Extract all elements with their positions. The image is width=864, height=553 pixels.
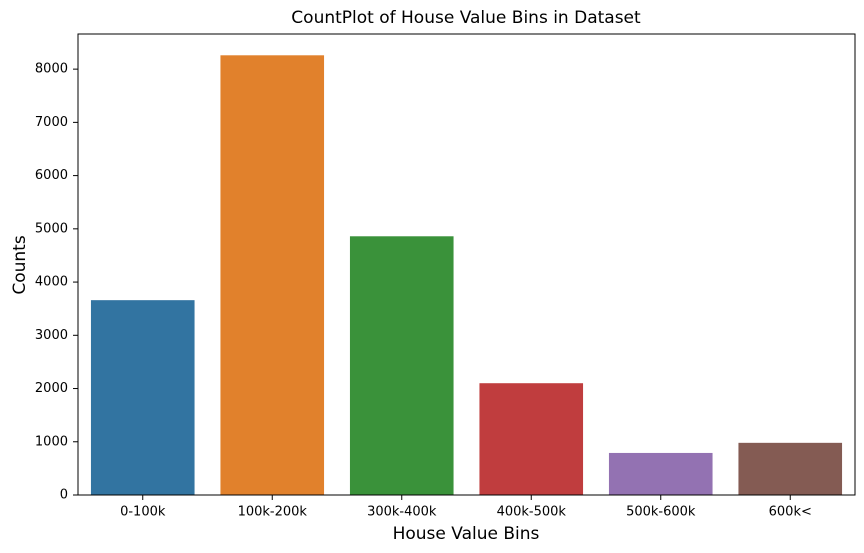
y-tick-label: 7000 xyxy=(35,115,68,130)
y-axis-label: Counts xyxy=(10,235,30,294)
bar xyxy=(349,236,454,495)
y-tick-label: 5000 xyxy=(35,221,68,236)
bar xyxy=(90,300,195,495)
bar xyxy=(608,452,713,495)
x-tick-label: 100k-200k xyxy=(238,505,308,520)
y-tick-label: 2000 xyxy=(35,381,68,396)
plot-frame xyxy=(77,33,856,496)
x-tick-label: 500k-600k xyxy=(626,505,696,520)
bar xyxy=(479,383,584,495)
x-axis-label: House Value Bins xyxy=(393,524,540,544)
bar xyxy=(220,55,325,495)
x-tick-label: 600k< xyxy=(769,505,812,520)
bar xyxy=(738,442,843,495)
x-tick-label: 0-100k xyxy=(120,505,166,520)
y-tick-label: 4000 xyxy=(35,275,68,290)
x-tick-label: 400k-500k xyxy=(497,505,567,520)
y-tick-label: 8000 xyxy=(35,62,68,77)
x-tick-label: 300k-400k xyxy=(367,505,437,520)
y-tick-label: 3000 xyxy=(35,328,68,343)
y-tick-label: 1000 xyxy=(35,434,68,449)
y-tick-label: 6000 xyxy=(35,168,68,183)
y-tick-label: 0 xyxy=(60,488,68,503)
chart-title: CountPlot of House Value Bins in Dataset xyxy=(291,8,641,28)
